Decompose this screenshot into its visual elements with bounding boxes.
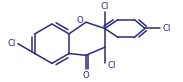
Text: O: O [76, 16, 83, 25]
Text: O: O [83, 71, 89, 80]
Text: Cl: Cl [8, 39, 16, 48]
Text: Cl: Cl [100, 2, 109, 11]
Text: Cl: Cl [162, 24, 170, 33]
Text: Cl: Cl [107, 61, 116, 70]
